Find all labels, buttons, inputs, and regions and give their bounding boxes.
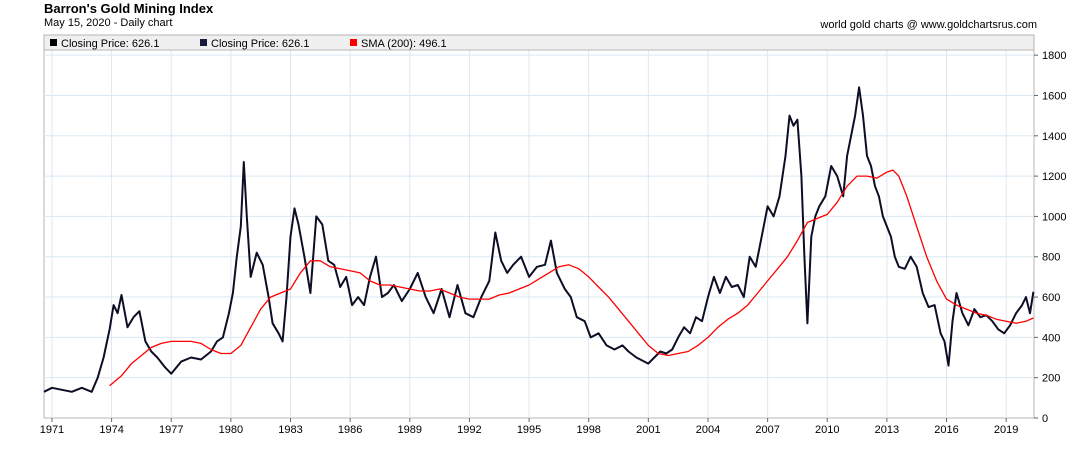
grid-lines (44, 50, 1034, 418)
legend-label: Closing Price: 626.1 (211, 38, 309, 50)
y-tick-label: 800 (1042, 252, 1060, 264)
legend-label: SMA (200): 496.1 (361, 38, 447, 50)
x-tick-label: 1998 (576, 424, 600, 436)
x-tick-label: 1974 (99, 424, 123, 436)
x-tick-label: 1980 (219, 424, 243, 436)
x-tick-label: 2013 (875, 424, 899, 436)
x-tick-label: 1971 (40, 424, 64, 436)
x-tick-label: 2010 (815, 424, 839, 436)
x-tick-label: 1992 (457, 424, 481, 436)
y-tick-label: 1200 (1042, 171, 1066, 183)
series-layer (43, 86, 1035, 393)
x-tick-label: 2004 (696, 424, 720, 436)
legend-swatch (200, 39, 207, 46)
x-tick-label: 2001 (636, 424, 660, 436)
y-tick-label: 0 (1042, 413, 1048, 425)
x-tick-label: 2007 (755, 424, 779, 436)
chart-subtitle: May 15, 2020 - Daily chart (44, 17, 173, 29)
closing-price-line (43, 86, 1035, 393)
y-axis: 0 200 400 600 800 1000 1200 1400 1600 1800 (1034, 50, 1066, 425)
chart-title: Barron's Gold Mining Index (44, 1, 214, 16)
y-tick-label: 200 (1042, 373, 1060, 385)
x-tick-label: 1977 (159, 424, 183, 436)
y-tick-label: 1800 (1042, 50, 1066, 62)
chart-credit: world gold charts @ www.goldchartsrus.co… (820, 19, 1037, 31)
legend-swatch (50, 39, 57, 46)
sma-200-line (109, 169, 1034, 387)
x-tick-label: 1995 (517, 424, 541, 436)
x-tick-label: 1989 (398, 424, 422, 436)
x-axis: 1971 1974 1977 1980 1983 1986 1989 1992 1995 1998… (40, 418, 1018, 436)
y-tick-label: 1000 (1042, 211, 1066, 223)
legend-bar (43, 34, 1035, 51)
x-tick-label: 1983 (278, 424, 302, 436)
y-tick-label: 1600 (1042, 90, 1066, 102)
y-tick-label: 1400 (1042, 131, 1066, 143)
x-tick-label: 1986 (338, 424, 362, 436)
legend: Closing Price: 626.1 Closing Price: 626.1… (50, 38, 447, 50)
y-tick-label: 400 (1042, 332, 1060, 344)
plot-background (43, 34, 1035, 419)
legend-label: Closing Price: 626.1 (61, 38, 159, 50)
x-tick-label: 2019 (994, 424, 1018, 436)
x-tick-label: 2016 (934, 424, 958, 436)
y-tick-label: 600 (1042, 292, 1060, 304)
legend-swatch (350, 39, 357, 46)
